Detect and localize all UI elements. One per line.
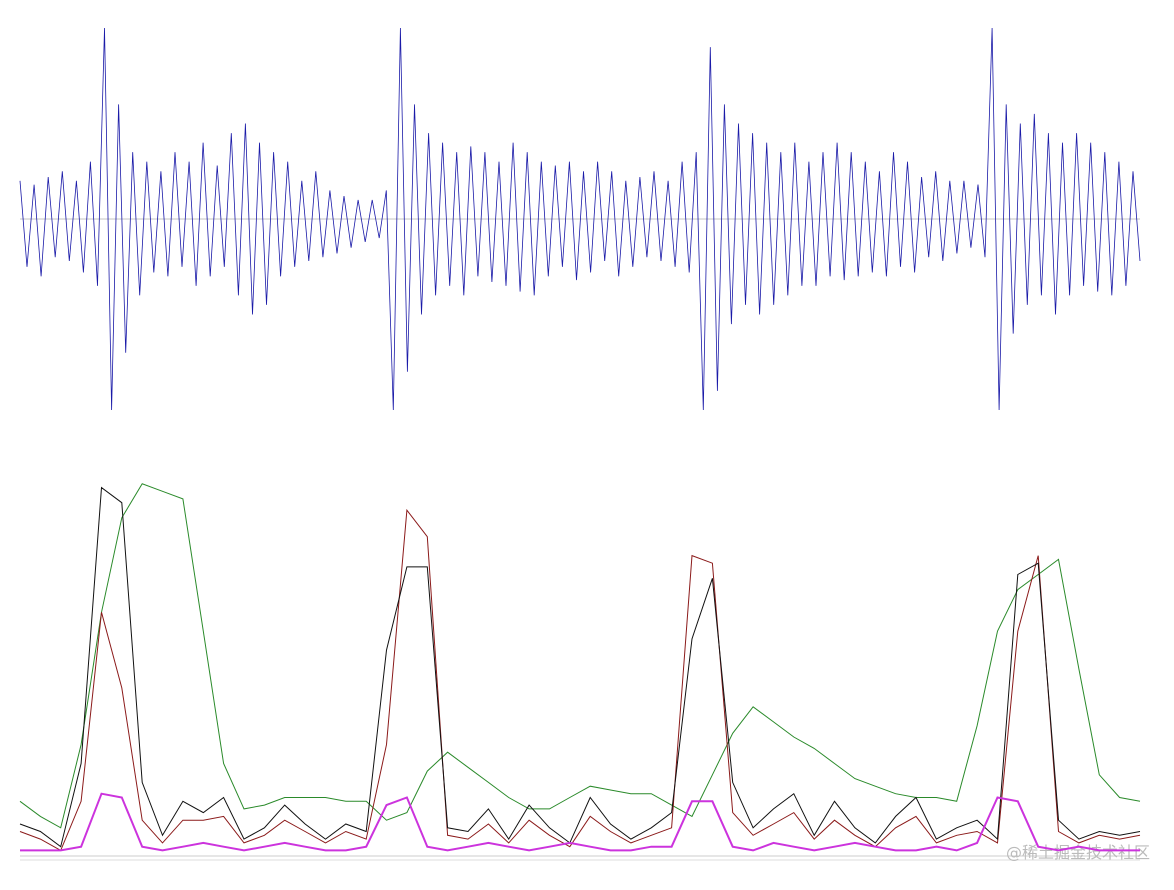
line bbox=[19, 27, 1141, 411]
line bbox=[19, 483, 1141, 829]
line bbox=[19, 508, 1141, 852]
line bbox=[20, 792, 1140, 852]
line bbox=[19, 486, 1141, 848]
